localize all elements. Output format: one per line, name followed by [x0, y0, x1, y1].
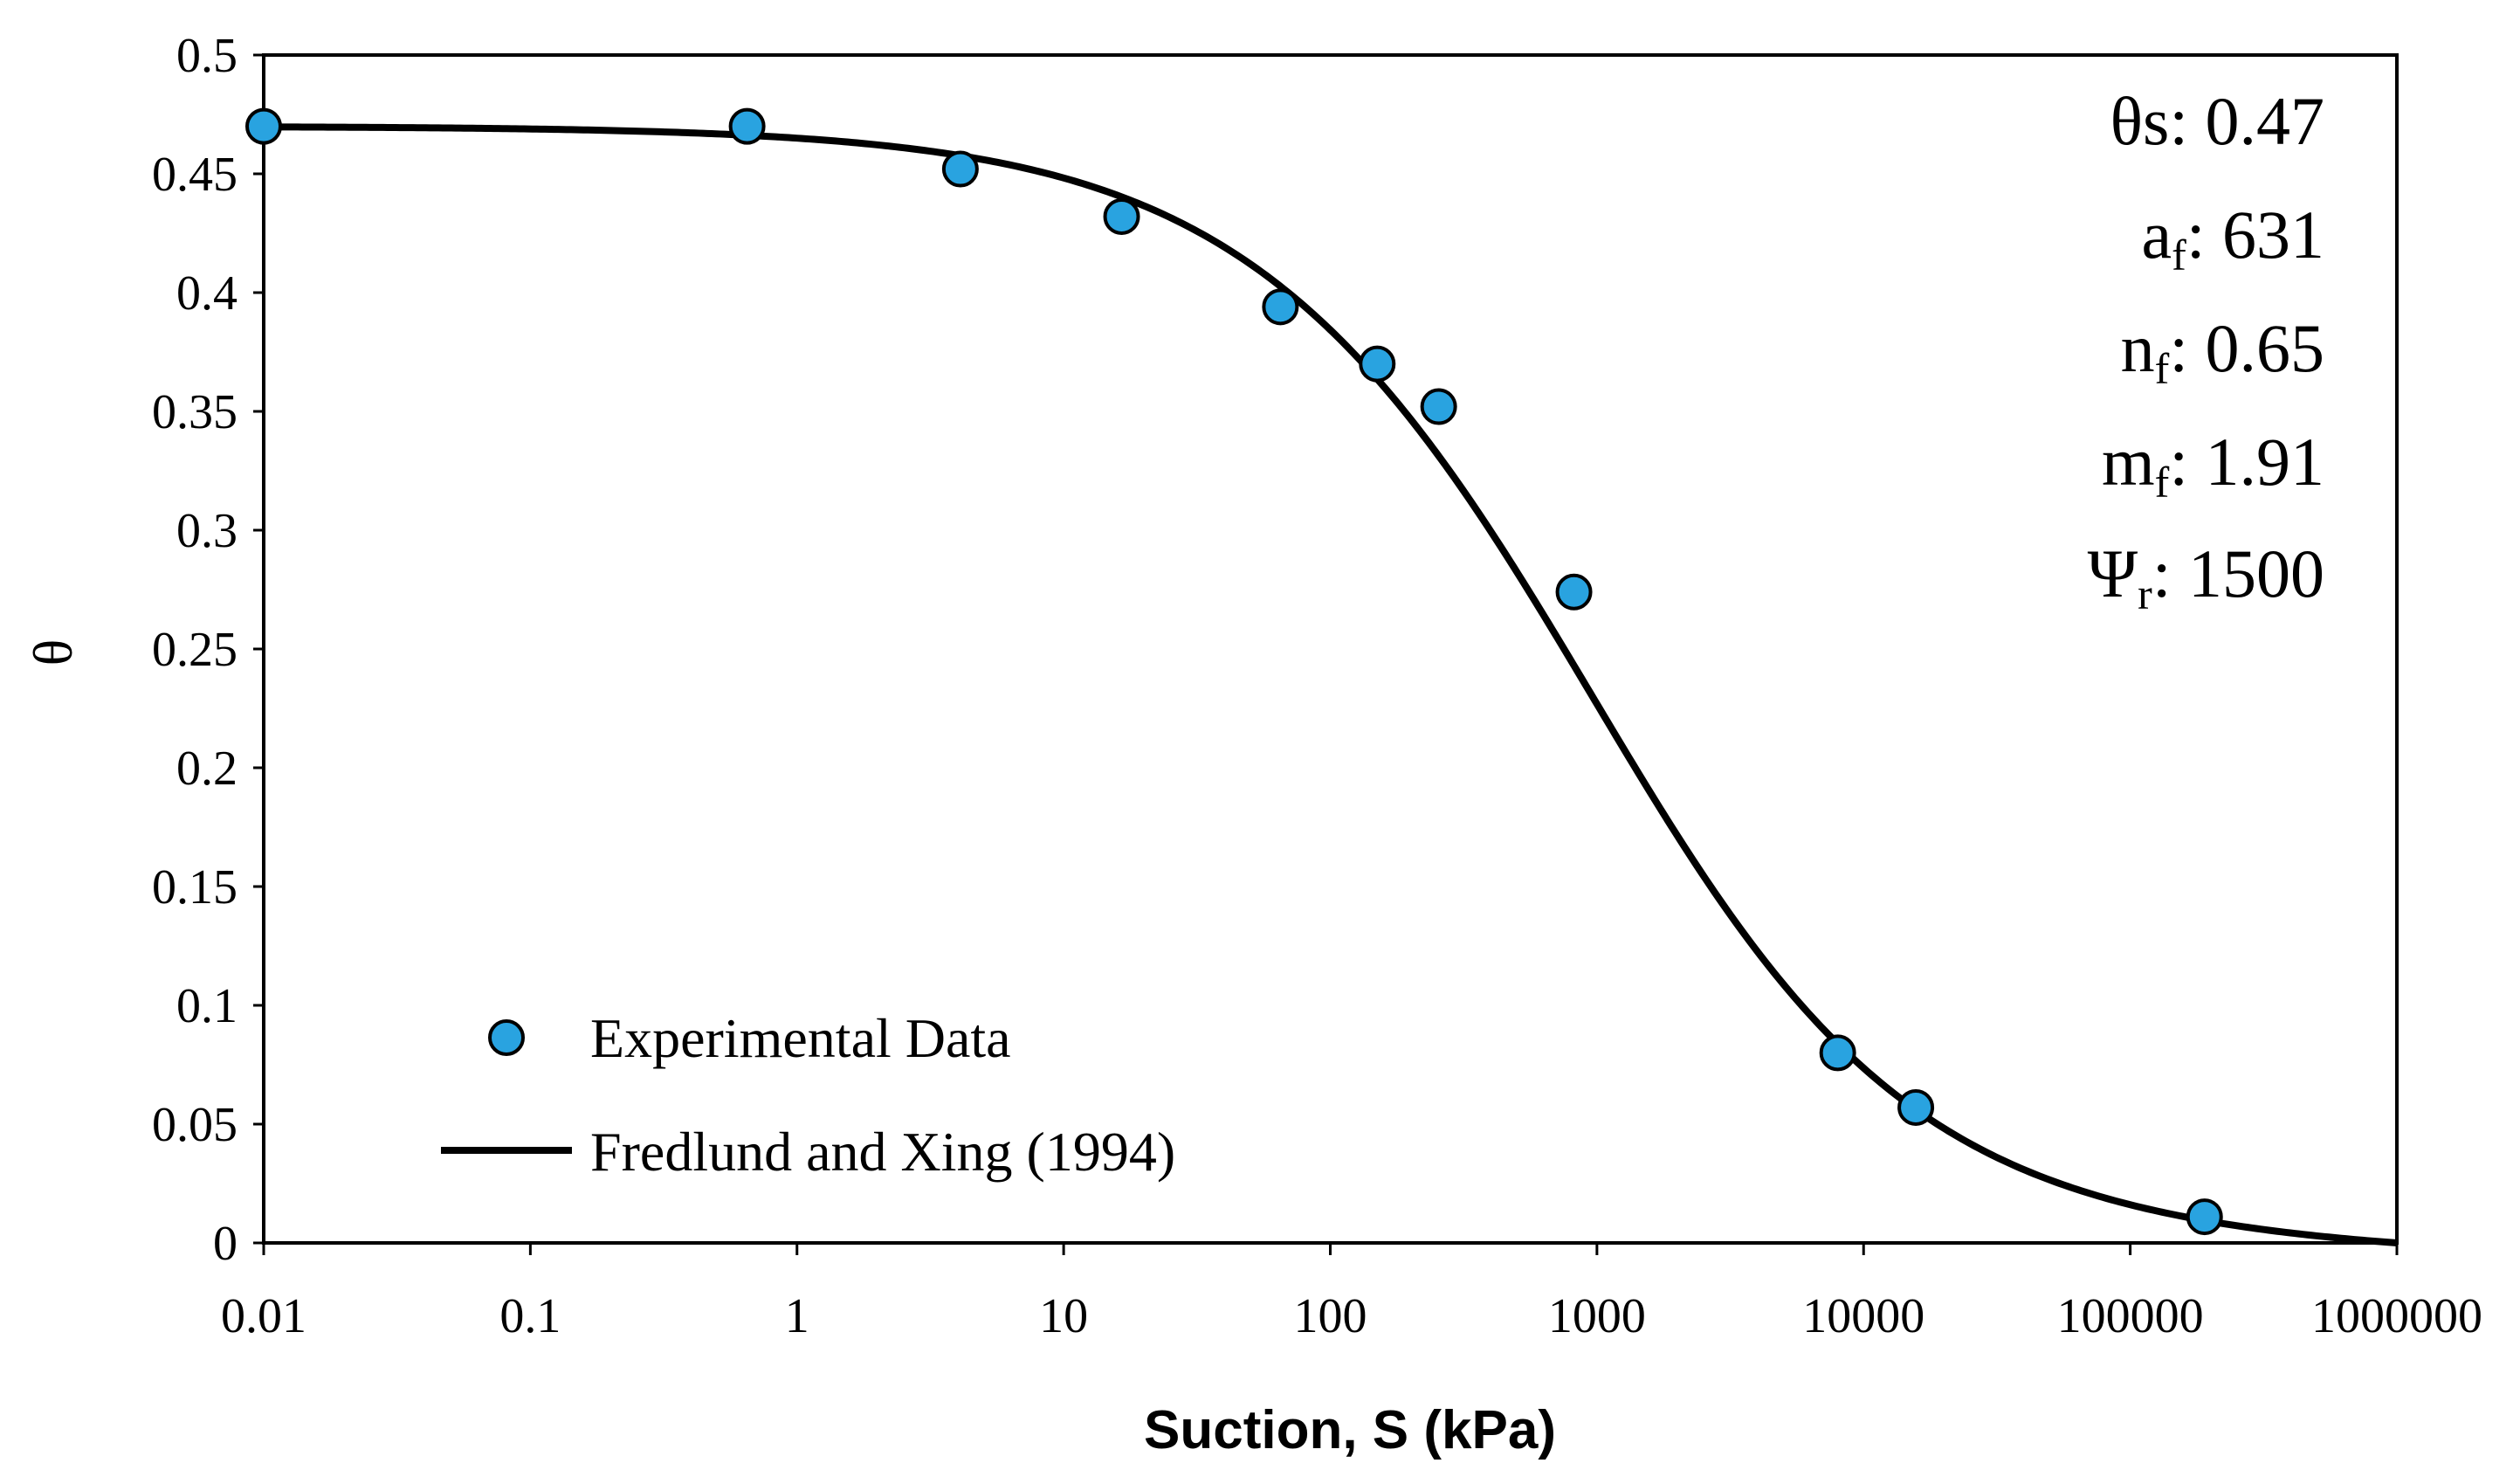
x-tick-label: 0.01 — [221, 1289, 306, 1343]
x-tick-label: 1000 — [1548, 1289, 1646, 1343]
y-ticks-layer: 0 0.05 0.1 0.15 0.2 0.25 0.3 0.35 0.4 0.45 0.5 — [152, 29, 264, 1271]
data-point — [1819, 1034, 1856, 1072]
legend-marker-experimental — [488, 1019, 525, 1056]
x-tick-label: 100 — [1294, 1289, 1367, 1343]
x-tick-label: 1000000 — [2311, 1289, 2482, 1343]
data-point — [1103, 197, 1140, 235]
x-tick-label: 0.1 — [499, 1289, 561, 1343]
y-tick-label: 0.35 — [152, 385, 238, 439]
parameter-1: θs: 0.47 — [2110, 83, 2324, 159]
y-tick-label: 0.1 — [176, 979, 238, 1033]
y-axis-title: θ — [22, 639, 84, 666]
legend-label-fredlund: Fredlund and Xing (1994) — [590, 1121, 1175, 1183]
y-tick-label: 0 — [213, 1217, 238, 1271]
x-tick-label: 10 — [1039, 1289, 1088, 1343]
y-tick-label: 0.25 — [152, 623, 238, 677]
data-point — [728, 107, 766, 145]
fredlund-xing-curve — [263, 123, 2398, 1246]
parameter-2: af: 631 — [2142, 197, 2324, 280]
legend: Experimental Data Fredlund and Xing (199… — [441, 1007, 1175, 1183]
data-point — [2186, 1198, 2223, 1236]
x-tick-label: 1 — [785, 1289, 809, 1343]
x-tick-label: 10000 — [1802, 1289, 1924, 1343]
x-tick-label: 100000 — [2057, 1289, 2204, 1343]
parameter-5: Ψr: 1500 — [2088, 535, 2324, 618]
data-point — [1359, 345, 1396, 383]
data-point — [1555, 573, 1593, 611]
x-axis-title: Suction, S (kPa) — [1144, 1400, 1556, 1460]
y-tick-label: 0.45 — [152, 148, 238, 202]
y-tick-label: 0.4 — [176, 266, 238, 321]
parameter-4: mf: 1.91 — [2102, 424, 2324, 507]
data-point — [245, 107, 282, 145]
parameter-3: nf: 0.65 — [2121, 310, 2324, 393]
x-ticks-layer: 0.01 0.1 1 10 100 1000 10000 100000 1000000 — [221, 1243, 2482, 1343]
y-tick-label: 0.2 — [176, 742, 238, 796]
y-tick-label: 0.15 — [152, 860, 238, 914]
data-point — [1262, 288, 1299, 326]
y-tick-label: 0.05 — [152, 1098, 238, 1152]
y-tick-label: 0.3 — [176, 504, 238, 558]
curve-layer — [263, 123, 2398, 1246]
parameter-annotations: θs: 0.47 af: 631 nf: 0.65 mf: 1.91 Ψr: 1500 — [2088, 83, 2324, 618]
data-point — [1420, 388, 1457, 425]
points-layer — [245, 107, 2223, 1236]
legend-label-experimental: Experimental Data — [590, 1007, 1011, 1069]
data-point — [941, 150, 979, 188]
y-tick-label: 0.5 — [176, 29, 238, 83]
data-point — [1897, 1088, 1935, 1126]
